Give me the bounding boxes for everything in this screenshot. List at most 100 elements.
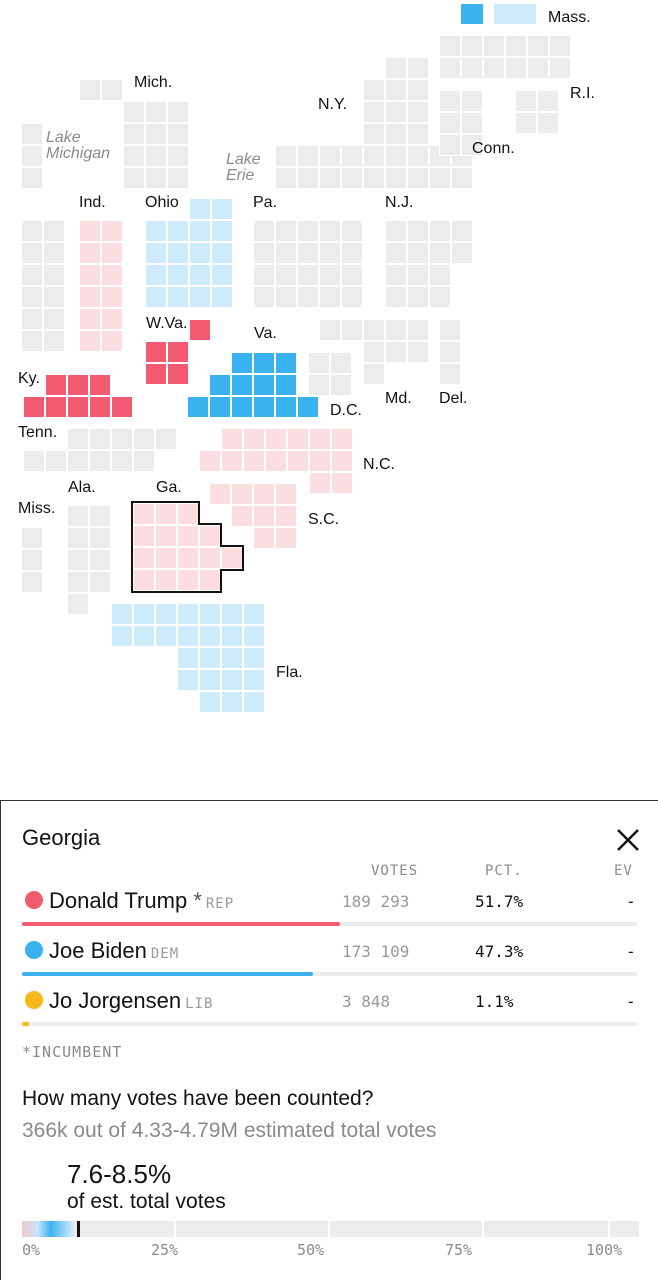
state-tile-fla[interactable] — [199, 625, 221, 647]
state-tile-pa[interactable] — [297, 286, 319, 308]
state-tile-mass[interactable] — [461, 35, 483, 57]
state-tile-il[interactable] — [43, 220, 65, 242]
state-tile-mich[interactable] — [79, 79, 101, 101]
state-tile-ala[interactable] — [89, 505, 111, 527]
state-tile-ny[interactable] — [407, 123, 429, 145]
state-tile-nj[interactable] — [429, 242, 451, 264]
state-tile-sc[interactable] — [275, 483, 297, 505]
state-tile-del[interactable] — [439, 363, 461, 385]
state-tile-ga[interactable] — [155, 569, 177, 591]
state-tile-ky[interactable] — [23, 396, 45, 418]
state-tile-ind[interactable] — [101, 286, 123, 308]
state-tile-nc[interactable] — [265, 450, 287, 472]
state-tile-ala[interactable] — [67, 549, 89, 571]
state-tile-fla[interactable] — [243, 669, 265, 691]
state-tile-ga[interactable] — [133, 525, 155, 547]
state-tile-pa[interactable] — [319, 264, 341, 286]
state-tile-tenn[interactable] — [111, 450, 133, 472]
state-tile-miss[interactable] — [21, 549, 43, 571]
state-tile-ind[interactable] — [79, 264, 101, 286]
state-tile-ind[interactable] — [79, 286, 101, 308]
state-tile-ny[interactable] — [407, 101, 429, 123]
state-tile-ky[interactable] — [67, 374, 89, 396]
state-tile-mich[interactable] — [167, 101, 189, 123]
state-tile-conn[interactable] — [439, 90, 461, 112]
state-tile-nc[interactable] — [331, 472, 353, 494]
state-tile-fla[interactable] — [221, 647, 243, 669]
state-tile-pa[interactable] — [253, 264, 275, 286]
state-tile-ri[interactable] — [515, 112, 537, 134]
state-tile-ind[interactable] — [79, 330, 101, 352]
state-tile-mass[interactable] — [483, 57, 505, 79]
state-tile-ohio[interactable] — [189, 242, 211, 264]
state-tile-va[interactable] — [231, 396, 253, 418]
state-tile-pa[interactable] — [341, 286, 363, 308]
state-tile-fla[interactable] — [199, 691, 221, 713]
state-tile-il[interactable] — [21, 330, 43, 352]
state-tile-fla[interactable] — [133, 603, 155, 625]
state-tile-ny[interactable] — [363, 101, 385, 123]
state-tile-ohio[interactable] — [211, 286, 233, 308]
state-tile-ga[interactable] — [155, 503, 177, 525]
state-tile-dc[interactable] — [308, 374, 330, 396]
state-tile-va[interactable] — [187, 396, 209, 418]
state-tile-ohio[interactable] — [189, 264, 211, 286]
state-tile-ohio[interactable] — [189, 198, 211, 220]
state-tile-nc[interactable] — [309, 472, 331, 494]
state-tile-ohio[interactable] — [167, 242, 189, 264]
state-tile-ohio[interactable] — [211, 220, 233, 242]
state-tile-md[interactable] — [407, 341, 429, 363]
state-tile-nj[interactable] — [385, 242, 407, 264]
state-tile-ny[interactable] — [319, 145, 341, 167]
state-tile-mich[interactable] — [167, 145, 189, 167]
state-tile-nj[interactable] — [429, 286, 451, 308]
close-x-icon[interactable] — [613, 825, 643, 855]
state-tile-ny[interactable] — [319, 167, 341, 189]
state-tile-ind[interactable] — [79, 220, 101, 242]
state-tile-mich[interactable] — [101, 79, 123, 101]
state-tile-conn[interactable] — [461, 134, 483, 156]
state-tile-pa[interactable] — [297, 242, 319, 264]
state-tile-conn[interactable] — [461, 90, 483, 112]
state-tile-mich[interactable] — [145, 145, 167, 167]
state-tile-sc[interactable] — [231, 483, 253, 505]
state-tile-tenn[interactable] — [45, 450, 67, 472]
state-tile-sc[interactable] — [275, 527, 297, 549]
state-tile-il[interactable] — [21, 242, 43, 264]
state-tile-ny[interactable] — [451, 167, 473, 189]
state-tile-pa[interactable] — [253, 286, 275, 308]
state-tile-ny[interactable] — [385, 123, 407, 145]
state-tile-va[interactable] — [209, 374, 231, 396]
state-tile-md[interactable] — [385, 341, 407, 363]
state-tile-tenn[interactable] — [67, 450, 89, 472]
state-tile-ny[interactable] — [385, 57, 407, 79]
state-tile-fla[interactable] — [243, 647, 265, 669]
state-tile-ala[interactable] — [67, 527, 89, 549]
state-tile-fla[interactable] — [221, 625, 243, 647]
state-tile-nc[interactable] — [331, 450, 353, 472]
state-tile-fla[interactable] — [177, 647, 199, 669]
state-tile-fla[interactable] — [243, 691, 265, 713]
state-tile-ga[interactable] — [133, 503, 155, 525]
state-tile-ga[interactable] — [199, 547, 221, 569]
state-tile-ohio[interactable] — [167, 264, 189, 286]
state-tile-pa[interactable] — [319, 286, 341, 308]
state-tile-fla[interactable] — [221, 603, 243, 625]
state-tile-fla[interactable] — [221, 691, 243, 713]
state-tile-ind[interactable] — [101, 242, 123, 264]
state-tile-ind[interactable] — [101, 220, 123, 242]
state-tile-tenn[interactable] — [67, 428, 89, 450]
state-tile-nj[interactable] — [429, 220, 451, 242]
state-tile-ky[interactable] — [45, 396, 67, 418]
state-tile-pa[interactable] — [341, 220, 363, 242]
state-tile-mass[interactable] — [439, 57, 461, 79]
state-tile-mich[interactable] — [167, 123, 189, 145]
state-tile-ny[interactable] — [275, 167, 297, 189]
state-tile-nj[interactable] — [451, 220, 473, 242]
state-tile-ala[interactable] — [67, 571, 89, 593]
state-tile-dc[interactable] — [330, 352, 352, 374]
state-tile-nc[interactable] — [199, 450, 221, 472]
state-tile-ri[interactable] — [537, 112, 559, 134]
state-tile-wva[interactable] — [167, 363, 189, 385]
state-tile-ohio[interactable] — [145, 264, 167, 286]
